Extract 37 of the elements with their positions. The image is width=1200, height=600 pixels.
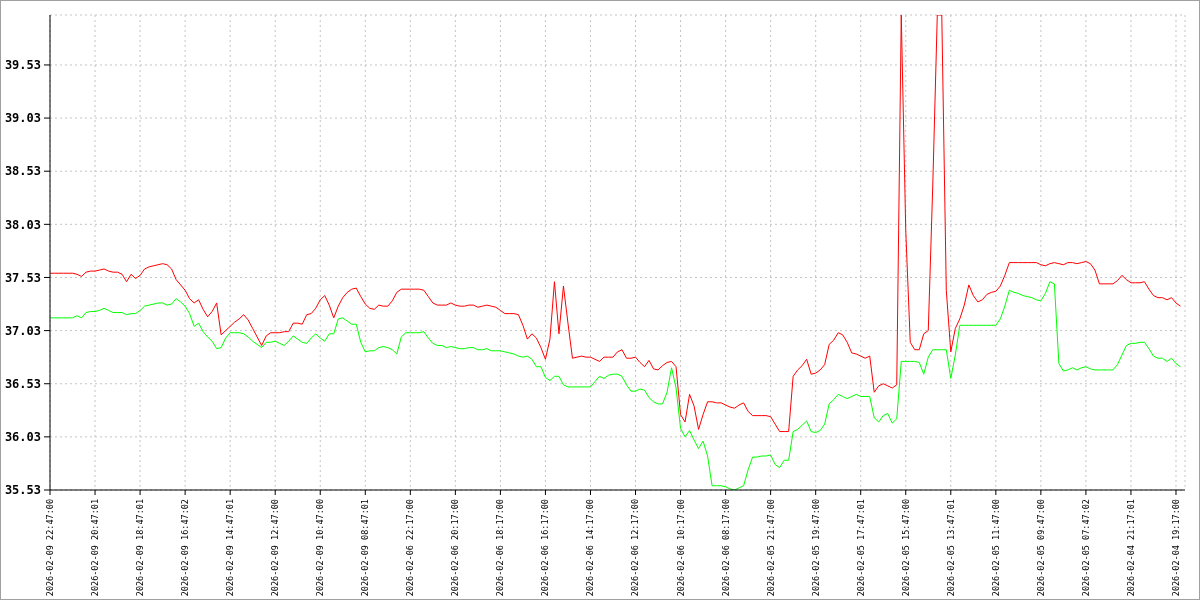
x-tick-label: 2026-02-05 19:47:00: [810, 499, 821, 597]
line-series: [50, 281, 1181, 490]
x-tick-label: 2026-02-05 13:47:01: [945, 499, 956, 597]
x-tick-label: 2026-02-09 20:47:01: [90, 499, 101, 597]
y-tick-label: 39.53: [4, 58, 41, 73]
x-tick-label: 2026-02-06 12:17:00: [630, 499, 641, 597]
x-tick-label: 2026-02-05 21:47:00: [765, 499, 776, 597]
x-tick-label: 2026-02-09 14:47:01: [225, 499, 236, 597]
x-tick-label: 2026-02-05 07:47:02: [1080, 499, 1091, 597]
x-tick-label: 2026-02-05 11:47:00: [990, 499, 1001, 597]
x-tick-label: 2026-02-06 16:17:00: [540, 499, 551, 597]
x-tick-label: 2026-02-09 10:47:00: [315, 499, 326, 597]
x-tick-label: 2026-02-05 15:47:00: [900, 499, 911, 597]
x-tick-label: 2026-02-06 14:17:00: [585, 499, 596, 597]
y-tick-label: 36.53: [4, 377, 41, 391]
y-tick-label: 36.03: [4, 430, 41, 445]
x-tick-label: 2026-02-06 22:17:00: [405, 499, 416, 597]
x-tick-label: 2026-02-06 10:17:00: [675, 499, 686, 597]
x-tick-label: 2026-02-09 08:47:01: [360, 499, 371, 597]
x-tick-label: 2026-02-09 12:47:00: [270, 499, 281, 597]
x-tick-label: 2026-02-06 20:17:00: [450, 499, 461, 597]
x-tick-label: 2026-02-04 19:17:00: [1170, 499, 1181, 597]
x-tick-label: 2026-02-05 09:47:00: [1035, 499, 1046, 597]
x-tick-label: 2026-02-09 18:47:01: [135, 499, 146, 597]
y-tick-label: 38.53: [4, 164, 41, 179]
y-tick-label: 35.53: [4, 483, 41, 498]
line-series: [50, 15, 1181, 433]
y-tick-label: 39.03: [4, 111, 41, 126]
x-tick-label: 2026-02-05 17:47:01: [855, 499, 866, 597]
x-tick-label: 2026-02-04 21:17:01: [1125, 499, 1136, 597]
x-tick-label: 2026-02-06 08:17:00: [720, 499, 731, 597]
x-tick-label: 2026-02-09 16:47:02: [180, 499, 191, 597]
y-tick-label: 37.53: [4, 270, 41, 285]
y-tick-label: 38.03: [4, 217, 41, 232]
x-tick-label: 2026-02-06 18:17:00: [495, 499, 506, 597]
x-tick-label: 2026-02-09 22:47:00: [44, 499, 55, 597]
y-tick-label: 37.03: [4, 323, 41, 338]
